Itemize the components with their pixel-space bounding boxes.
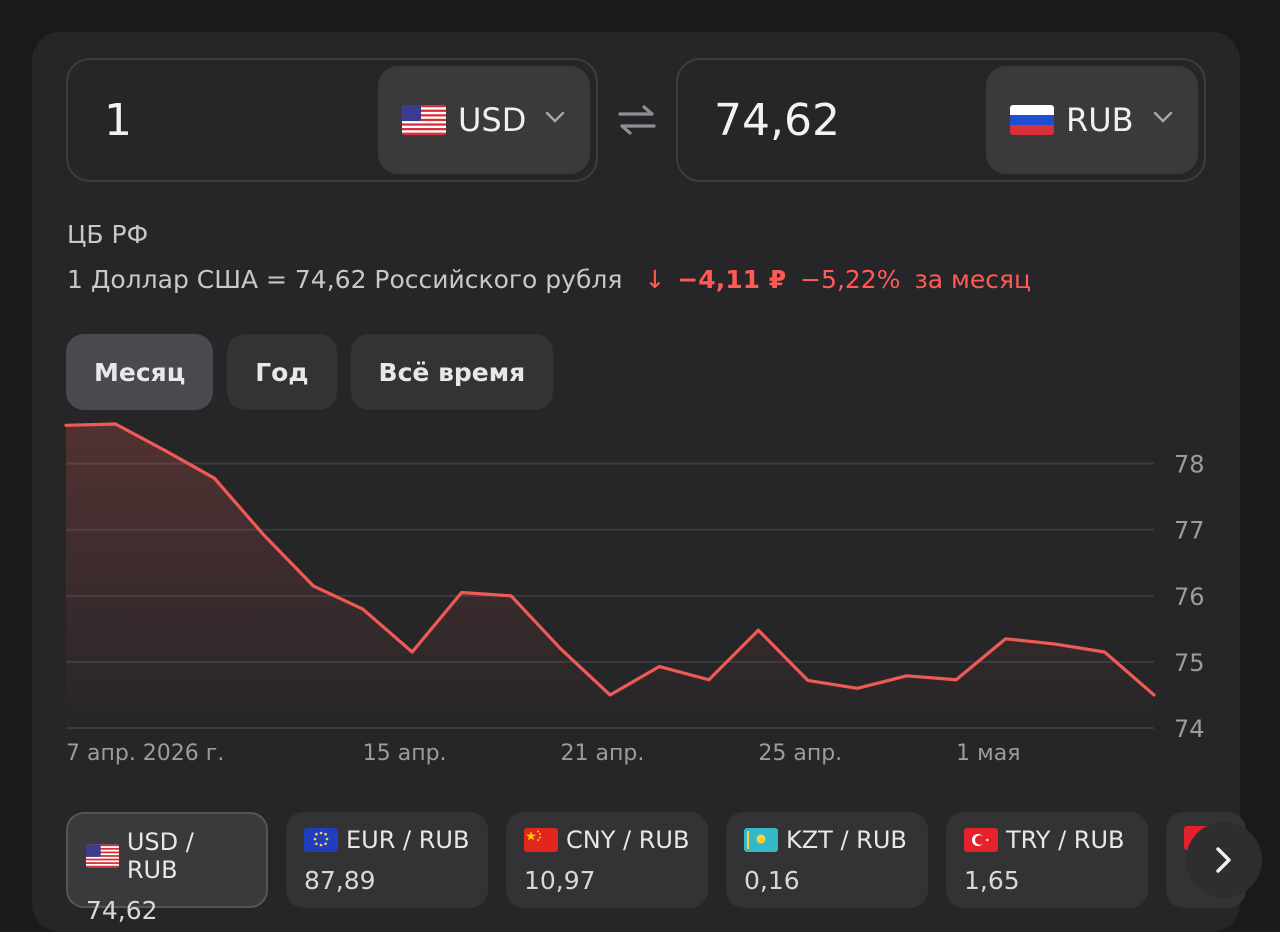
to-amount-field[interactable]: RUB xyxy=(676,58,1206,182)
pair-tile-usd-rub[interactable]: USD / RUB 74,62 xyxy=(66,812,268,925)
from-amount-field[interactable]: USD xyxy=(66,58,598,182)
from-currency-code: USD xyxy=(458,101,527,139)
pair-label: EUR / RUB xyxy=(346,826,470,854)
swap-arrows-icon[interactable] xyxy=(612,100,662,140)
pair-tile-cny-rub[interactable]: CNY / RUB 10,97 xyxy=(506,812,708,908)
pair-value: 10,97 xyxy=(524,866,596,895)
pair-tile-kzt-rub[interactable]: KZT / RUB 0,16 xyxy=(726,812,928,908)
y-tick-label: 75 xyxy=(1174,649,1205,677)
currency-pairs: USD / RUB 74,62 EUR / RUB 87,89 xyxy=(66,812,1246,925)
rate-chart: 78 77 76 75 74 7 апр. 2026 г. 15 апр. 21 апр. 25… xyxy=(64,422,1205,766)
pair-label: USD / RUB xyxy=(126,828,194,884)
chart-line xyxy=(64,422,1156,697)
pair-label: CNY / RUB xyxy=(566,826,690,854)
arrow-down-icon: ↓ xyxy=(644,265,666,294)
period-tabs: Месяц Год Всё время xyxy=(66,334,554,410)
tab-month[interactable]: Месяц xyxy=(66,334,214,410)
rate-diff: −4,11 ₽ xyxy=(677,265,787,294)
kz-flag-icon xyxy=(744,828,778,852)
chart-area xyxy=(66,424,1154,728)
y-tick-label: 76 xyxy=(1174,583,1205,611)
y-tick-label: 78 xyxy=(1174,451,1205,479)
chevron-right-icon xyxy=(1216,847,1231,873)
to-currency-code: RUB xyxy=(1066,101,1134,139)
pair-label: KZT / RUB xyxy=(786,826,907,854)
eu-flag-icon xyxy=(304,828,338,852)
x-tick-label: 7 апр. 2026 г. xyxy=(66,741,224,766)
x-tick-label: 1 мая xyxy=(956,741,1020,766)
pair-tile-eur-rub[interactable]: EUR / RUB 87,89 xyxy=(286,812,488,908)
cn-flag-icon xyxy=(524,828,558,852)
us-flag-icon xyxy=(402,105,446,135)
to-currency-select[interactable]: RUB xyxy=(986,66,1198,174)
ru-flag-icon xyxy=(1010,105,1054,135)
rate-period: за месяц xyxy=(914,265,1032,294)
rate-text: 1 Доллар США = 74,62 Российского рубля xyxy=(67,265,623,294)
chevron-down-icon xyxy=(1153,111,1173,123)
to-amount-input[interactable] xyxy=(712,60,976,182)
x-tick-label: 15 апр. xyxy=(363,741,447,766)
x-tick-label: 21 апр. xyxy=(561,741,645,766)
pair-value: 87,89 xyxy=(304,866,376,895)
y-tick-label: 74 xyxy=(1174,715,1205,743)
pair-value: 1,65 xyxy=(964,866,1020,895)
us-flag-icon xyxy=(86,844,119,868)
tab-year[interactable]: Год xyxy=(227,334,337,410)
y-tick-label: 77 xyxy=(1174,517,1205,545)
pair-value: 0,16 xyxy=(744,866,800,895)
x-tick-label: 25 апр. xyxy=(758,741,842,766)
pair-value: 74,62 xyxy=(86,896,158,925)
chevron-down-icon xyxy=(545,111,565,123)
rate-line: 1 Доллар США = 74,62 Российского рубля ↓… xyxy=(67,265,1031,294)
from-amount-input[interactable] xyxy=(102,60,366,182)
tab-all-time[interactable]: Всё время xyxy=(350,334,554,410)
rate-source-label: ЦБ РФ xyxy=(67,220,149,249)
next-pairs-button[interactable] xyxy=(1186,822,1262,898)
pair-label: TRY / RUB xyxy=(1006,826,1125,854)
pair-tile-try-rub[interactable]: TRY / RUB 1,65 xyxy=(946,812,1148,908)
from-currency-select[interactable]: USD xyxy=(378,66,590,174)
tr-flag-icon xyxy=(964,828,998,852)
rate-percent: −5,22% xyxy=(800,265,901,294)
converter-card xyxy=(32,32,1240,932)
